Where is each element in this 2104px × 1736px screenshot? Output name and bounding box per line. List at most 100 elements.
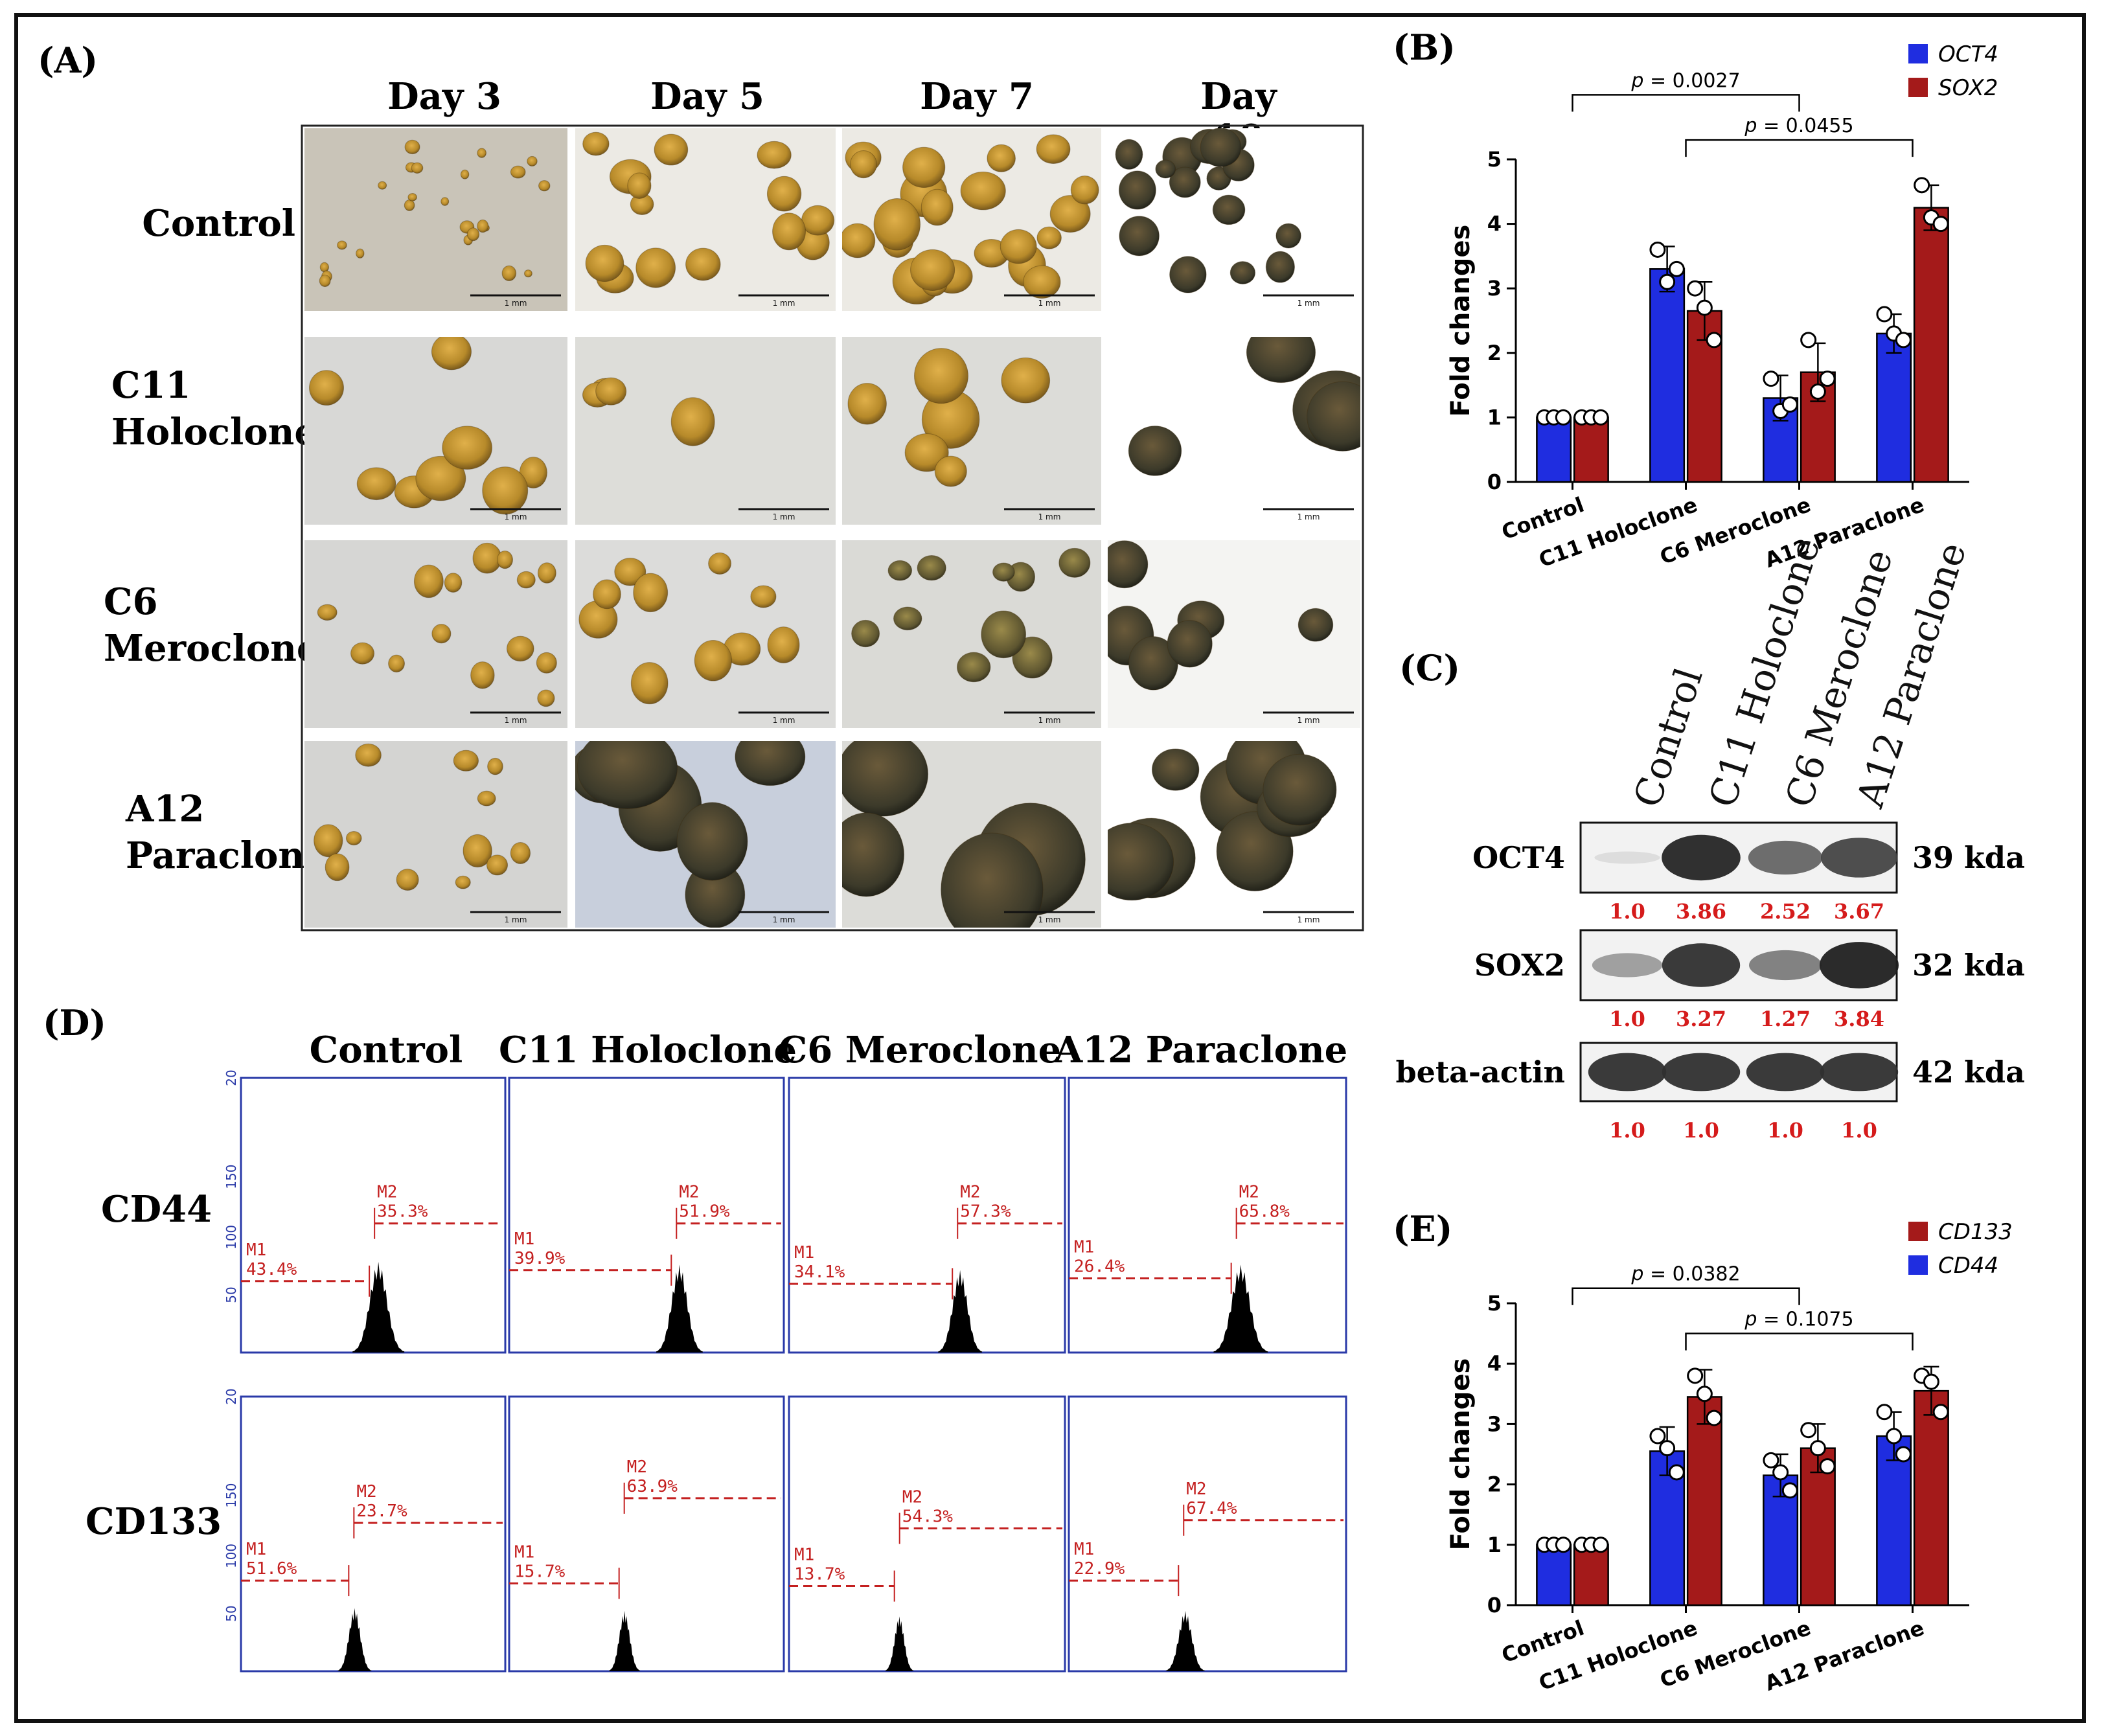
data-point-cd133-c6-meroclone — [1800, 1422, 1817, 1439]
spheroid — [1108, 823, 1174, 901]
spheroid — [1167, 620, 1213, 668]
blot-name-beta-actin: beta-actin — [1395, 1055, 1565, 1090]
panel-a-row-c6-line2: Meroclone — [104, 627, 320, 670]
data-point-sox2-a12-paraclone — [1932, 216, 1949, 233]
histogram-peak — [656, 1264, 703, 1353]
blot-quant-sox2-3: 3.84 — [1834, 1007, 1884, 1031]
micrograph-background — [304, 128, 567, 311]
panel-label-d: (D) — [43, 1002, 106, 1044]
scale-bar-label: 1 mm — [1298, 299, 1320, 308]
spheroid — [1058, 547, 1091, 578]
spheroid — [735, 741, 806, 786]
spheroid — [913, 348, 968, 404]
legend-swatch-cd44 — [1908, 1255, 1928, 1275]
panel-a-col-day3: Day 3 — [387, 75, 501, 118]
histogram-frame — [788, 1077, 1066, 1354]
data-point-cd133-c11-holoclone — [1706, 1410, 1722, 1426]
micrograph-a12-day-7: 1 mm — [842, 741, 1101, 928]
comparison-label-1: p = 0.0455 — [1744, 115, 1853, 137]
blot-quant-sox2-1: 3.27 — [1676, 1007, 1726, 1031]
spheroid — [463, 834, 492, 868]
gate-m1-percent: 26.4% — [1074, 1257, 1125, 1277]
gate-m1-label: M1 — [794, 1546, 814, 1565]
spheroid — [537, 562, 556, 584]
spheroid — [1049, 195, 1091, 233]
spheroid — [595, 377, 627, 405]
gate-m2-percent: 35.3% — [377, 1202, 428, 1222]
data-point-oct4-a12-paraclone — [1895, 332, 1912, 348]
y-tick-label-1: 1 — [1487, 1533, 1502, 1557]
scale-bar-label: 1 mm — [505, 915, 527, 924]
data-point-cd133-c11-holoclone — [1696, 1386, 1713, 1402]
spheroid — [654, 133, 689, 166]
spheroid — [527, 155, 538, 166]
panel-a-col-day5: Day 5 — [650, 75, 764, 118]
spheroid — [767, 626, 800, 664]
scale-bar-label: 1 mm — [773, 512, 795, 521]
micrograph-a12-day-10: 1 mm — [1108, 741, 1360, 928]
spheroid — [319, 275, 331, 288]
bar-cd44-a12-paraclone — [1876, 1435, 1912, 1606]
panel-a-row-control: Control — [142, 202, 295, 245]
scale-bar-label: 1 mm — [1038, 716, 1061, 725]
blot-row-beta-actin: beta-actin 42 kda 1.0 1.0 1.0 1.0 — [1395, 1042, 2025, 1143]
data-point-oct4-c11-holoclone — [1668, 260, 1685, 277]
panel-d-col-c6-meroclone: C6 Meroclone — [779, 1029, 1062, 1071]
panel-d-row-cd44: CD44 — [101, 1188, 212, 1231]
spheroid — [921, 188, 954, 226]
panel-d-row-cd133: CD133 — [86, 1500, 222, 1543]
scale-bar-label: 1 mm — [1038, 512, 1061, 521]
spheroid-group — [314, 743, 531, 891]
y-axis-title: Fold changes — [1446, 1358, 1476, 1551]
data-point-sox2-c6-meroclone — [1819, 371, 1836, 387]
spheroid — [404, 200, 415, 211]
y-tick-label-0: 0 — [1487, 1593, 1502, 1617]
spheroid — [516, 571, 536, 589]
blot-band-beta-actin-3 — [1820, 1053, 1899, 1091]
histogram-peak — [337, 1608, 372, 1671]
histogram-frame — [508, 1077, 785, 1354]
spheroid — [388, 654, 405, 673]
blot-row-sox2: SOX2 32 kda 1.0 3.27 1.27 3.84 — [1474, 929, 2025, 1031]
spheroid — [987, 144, 1016, 172]
spheroid — [633, 573, 669, 613]
histogram-frame — [240, 1395, 507, 1673]
histogram-peak — [352, 1262, 405, 1353]
y-tick-label-0: 0 — [1487, 470, 1502, 494]
spheroid — [455, 875, 471, 889]
micrograph-c11-day-7: 1 mm — [842, 337, 1101, 525]
spheroid — [630, 662, 669, 705]
gate-m2-label: M2 — [960, 1183, 980, 1202]
spheroid — [477, 148, 486, 158]
spheroid — [614, 558, 646, 586]
spheroid-group — [578, 552, 800, 705]
spheroid — [486, 854, 509, 876]
blot-quant-oct4-3: 3.67 — [1834, 899, 1884, 924]
scale-bar-label: 1 mm — [1038, 299, 1061, 308]
spheroid — [873, 198, 921, 251]
spheroid — [842, 223, 876, 258]
panel-a-row-a12-line1: A12 — [125, 788, 204, 830]
spheroid-group — [842, 741, 1086, 928]
micrograph-background — [842, 540, 1101, 728]
data-point-cd133-control — [1592, 1536, 1609, 1553]
histogram-y-tick-100: 100 — [223, 1225, 239, 1250]
spheroid — [355, 743, 382, 767]
spheroid — [992, 562, 1015, 582]
y-tick-label-3: 3 — [1487, 276, 1502, 301]
legend-label-cd133: CD133 — [1938, 1219, 2013, 1245]
micrograph-a12-day-5: 1 mm — [575, 741, 836, 928]
blot-quant-beta-actin-0: 1.0 — [1609, 1118, 1645, 1143]
data-point-cd44-c6-meroclone — [1772, 1464, 1789, 1481]
scale-bar-label: 1 mm — [1298, 512, 1320, 521]
gate-m1-label: M1 — [246, 1540, 266, 1559]
spheroid — [325, 853, 350, 882]
blot-quant-beta-actin-3: 1.0 — [1841, 1118, 1877, 1143]
blot-kda-beta-actin: 42 kda — [1912, 1055, 2025, 1090]
gate-m1-label: M1 — [1074, 1238, 1094, 1257]
